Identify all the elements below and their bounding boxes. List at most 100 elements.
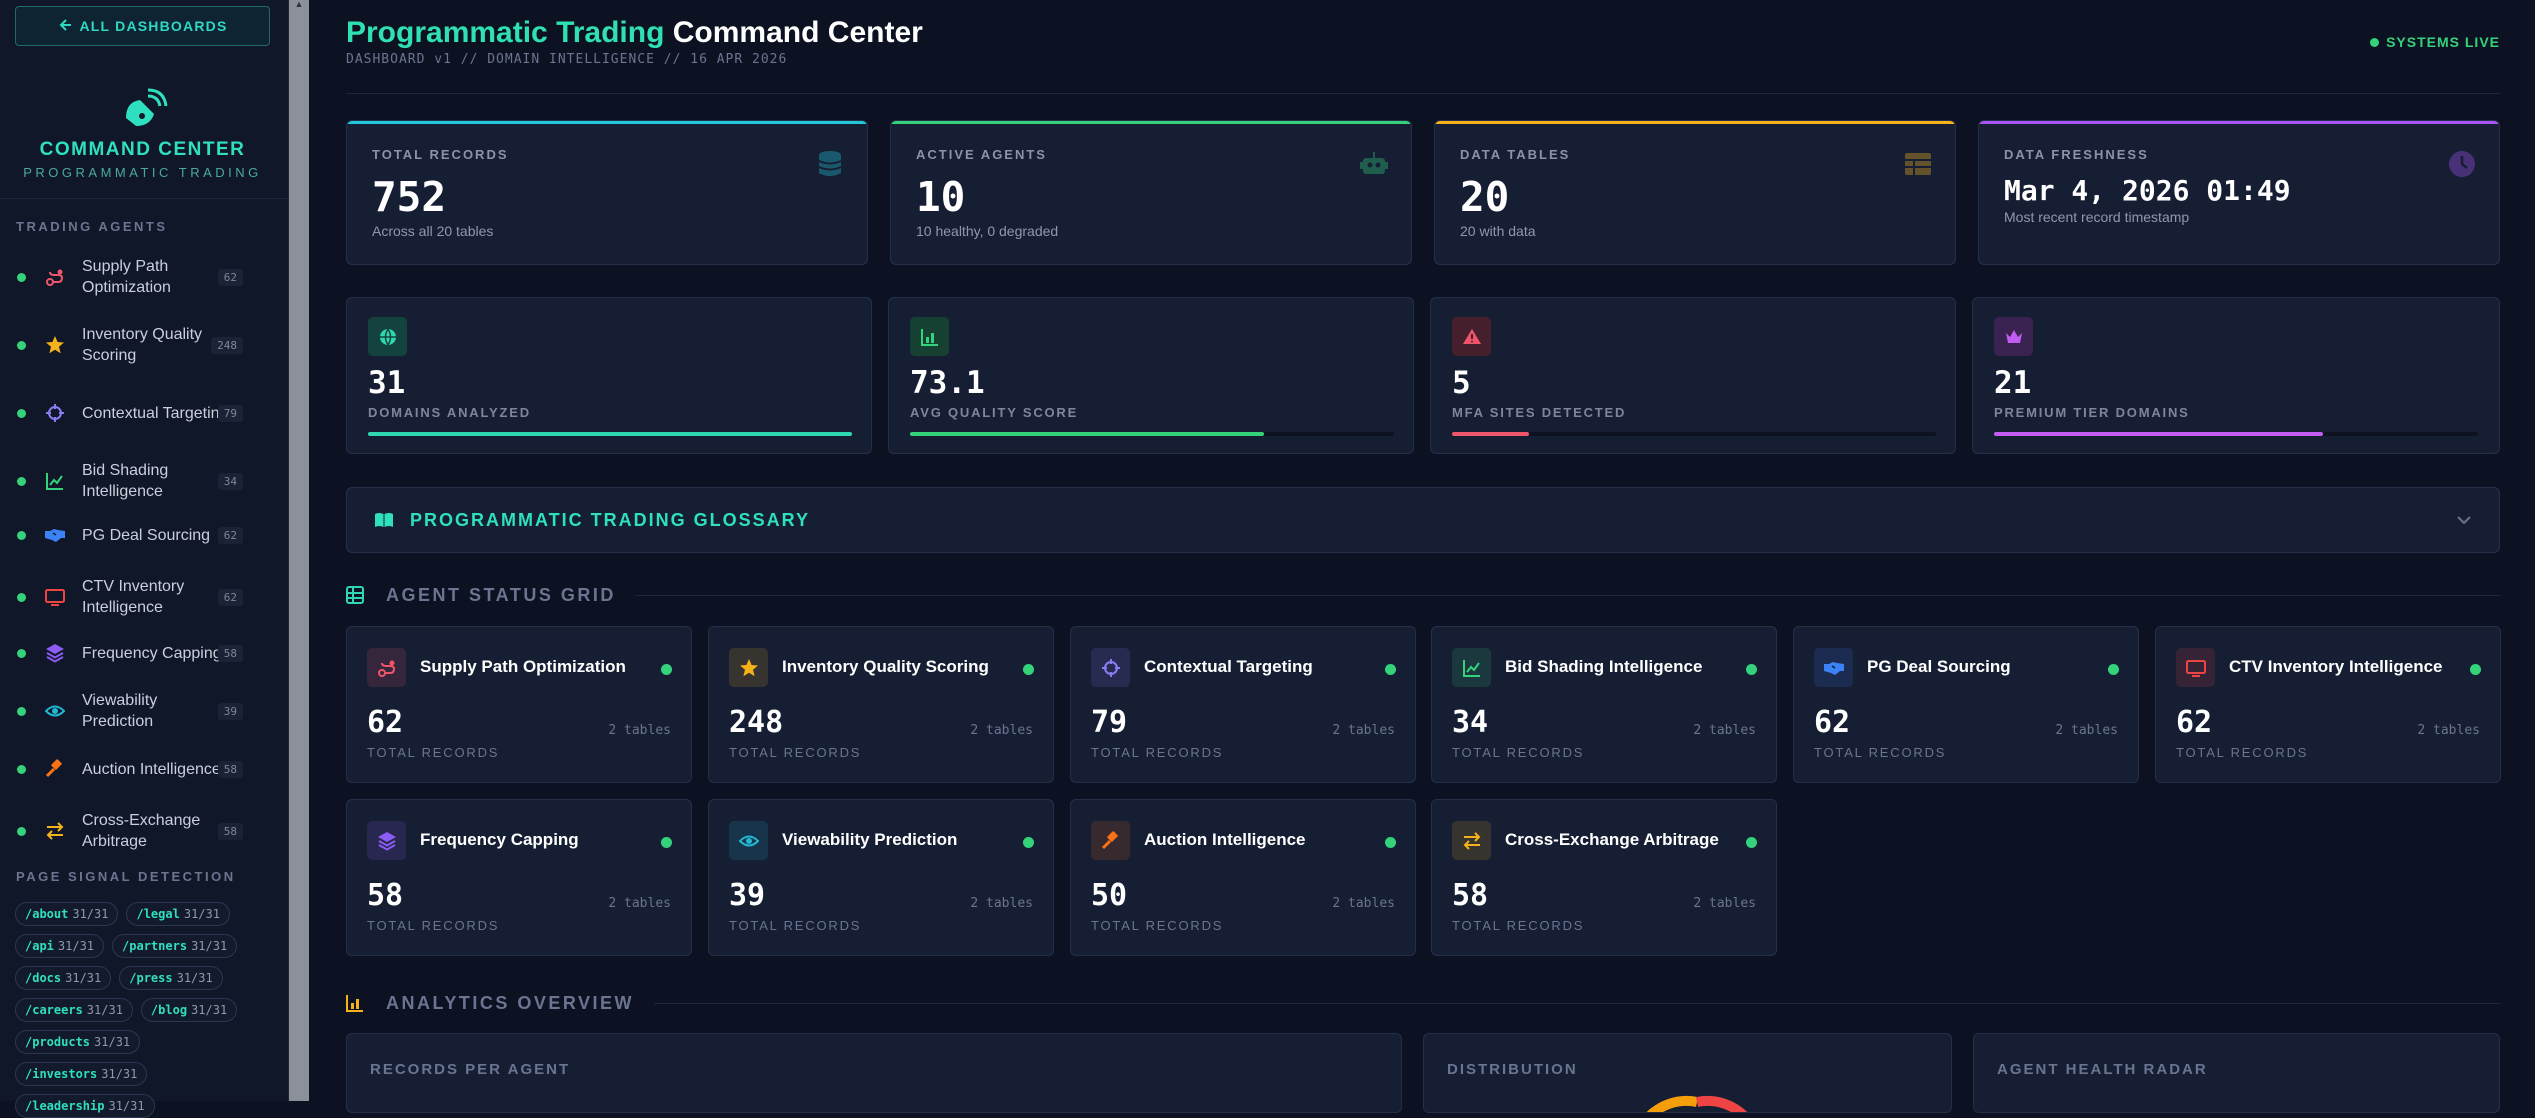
star-icon <box>44 334 66 356</box>
handshake-icon <box>44 524 66 546</box>
agent-card-value: 62 <box>367 705 404 740</box>
agent-grid-title: AGENT STATUS GRID <box>386 584 616 605</box>
trading-agents-heading: TRADING AGENTS <box>16 219 168 234</box>
agent-card-label: TOTAL RECORDS <box>1814 745 1947 760</box>
signal-count: 31/31 <box>86 1003 123 1017</box>
sidebar-agent-count: 58 <box>217 644 243 662</box>
brand-subtitle: PROGRAMMATIC TRADING <box>23 165 262 180</box>
sidebar-agent-item[interactable]: PG Deal Sourcing 62 <box>0 513 289 557</box>
agent-card-tables: 2 tables <box>970 896 1033 911</box>
sidebar-agent-count: 39 <box>217 702 243 720</box>
sidebar-agent-item[interactable]: Contextual Targeting 79 <box>0 385 289 441</box>
globe-icon <box>368 317 407 356</box>
agent-card[interactable]: Auction Intelligence 50 TOTAL RECORDS 2 … <box>1070 799 1416 956</box>
sidebar-divider <box>0 198 289 199</box>
sidebar-agent-item[interactable]: Bid Shading Intelligence 34 <box>0 453 289 509</box>
kpi-accent-bar <box>1979 121 2499 124</box>
chevron-down-icon[interactable] <box>2454 510 2474 530</box>
signal-chip[interactable]: /docs 31/31 <box>15 966 112 990</box>
warning-icon <box>1452 317 1491 356</box>
signal-chip[interactable]: /leadership 31/31 <box>15 1094 155 1118</box>
status-dot <box>17 648 26 658</box>
signal-chip[interactable]: /careers 31/31 <box>15 998 133 1022</box>
sidebar-agent-item[interactable]: Auction Intelligence 58 <box>0 747 289 791</box>
kpi-label: DATA TABLES <box>1460 147 1571 162</box>
status-dot <box>1746 837 1757 848</box>
agent-card-tables: 2 tables <box>1693 896 1756 911</box>
agent-card[interactable]: CTV Inventory Intelligence 62 TOTAL RECO… <box>2155 626 2501 783</box>
sidebar-agent-item[interactable]: CTV Inventory Intelligence 62 <box>0 569 289 625</box>
handshake-icon <box>1814 648 1853 687</box>
agent-card-tables: 2 tables <box>1332 896 1395 911</box>
systems-live-status: SYSTEMS LIVE <box>2370 34 2500 50</box>
signal-chip[interactable]: /investors 31/31 <box>15 1062 148 1086</box>
signal-path: /legal <box>136 907 180 921</box>
agent-card-name: Bid Shading Intelligence <box>1505 657 1703 676</box>
signal-chip[interactable]: /press 31/31 <box>119 966 223 990</box>
scroll-up-arrow[interactable]: ▲ <box>294 0 304 9</box>
stat-card: 31 DOMAINS ANALYZED <box>346 297 872 454</box>
signal-chip[interactable]: /about 31/31 <box>15 902 119 926</box>
table-icon <box>1903 149 1933 179</box>
agent-card[interactable]: Supply Path Optimization 62 TOTAL RECORD… <box>346 626 692 783</box>
signal-chip[interactable]: /products 31/31 <box>15 1030 141 1054</box>
stat-label: PREMIUM TIER DOMAINS <box>1994 405 2190 420</box>
signal-count: 31/31 <box>94 1035 131 1049</box>
agent-card-value: 62 <box>2176 705 2213 740</box>
sidebar-agent-item[interactable]: Cross-Exchange Arbitrage 58 <box>0 803 289 859</box>
all-dashboards-button[interactable]: ALL DASHBOARDS <box>15 6 270 46</box>
signal-path: /careers <box>25 1003 83 1017</box>
kpi-label: ACTIVE AGENTS <box>916 147 1047 162</box>
agent-card-tables: 2 tables <box>1693 723 1756 738</box>
agent-card[interactable]: Inventory Quality Scoring 248 TOTAL RECO… <box>708 626 1054 783</box>
agent-card-name: Auction Intelligence <box>1144 830 1306 849</box>
sidebar-agent-count: 248 <box>211 336 243 354</box>
agent-card-value: 50 <box>1091 878 1128 913</box>
signal-chip[interactable]: /legal 31/31 <box>126 902 230 926</box>
panel-title: RECORDS PER AGENT <box>370 1061 571 1078</box>
signal-count: 31/31 <box>72 907 109 921</box>
agent-card-label: TOTAL RECORDS <box>1091 918 1224 933</box>
agent-card[interactable]: Contextual Targeting 79 TOTAL RECORDS 2 … <box>1070 626 1416 783</box>
header-divider <box>346 93 2500 94</box>
agent-card[interactable]: Viewability Prediction 39 TOTAL RECORDS … <box>708 799 1054 956</box>
sidebar-scrollbar[interactable] <box>289 0 309 1101</box>
agent-card-name: Viewability Prediction <box>782 830 958 849</box>
sidebar-agent-name: Supply Path Optimization <box>82 258 171 296</box>
eye-icon <box>44 700 66 722</box>
signal-chip[interactable]: /blog 31/31 <box>140 998 238 1022</box>
agent-card[interactable]: Cross-Exchange Arbitrage 58 TOTAL RECORD… <box>1431 799 1777 956</box>
agent-card[interactable]: PG Deal Sourcing 62 TOTAL RECORDS 2 tabl… <box>1793 626 2139 783</box>
status-dot <box>1385 664 1396 675</box>
chart-bar-icon <box>910 317 949 356</box>
sidebar-agent-item[interactable]: Viewability Prediction 39 <box>0 683 289 739</box>
agent-card-label: TOTAL RECORDS <box>1091 745 1224 760</box>
analytics-title: ANALYTICS OVERVIEW <box>386 992 635 1013</box>
status-dot <box>1023 837 1034 848</box>
sidebar-agent-count: 62 <box>217 526 243 544</box>
signal-chip[interactable]: /partners 31/31 <box>112 934 238 958</box>
sidebar-agent-item[interactable]: Inventory Quality Scoring 248 <box>0 317 289 373</box>
exchange-icon <box>1452 821 1491 860</box>
signal-chip[interactable]: /api 31/31 <box>15 934 105 958</box>
all-dashboards-label: ALL DASHBOARDS <box>79 18 228 34</box>
crosshair-icon <box>44 402 66 424</box>
agent-card-value: 34 <box>1452 705 1489 740</box>
grid-icon <box>346 586 364 604</box>
kpi-accent-bar <box>347 121 867 124</box>
distribution-panel: DISTRIBUTION <box>1423 1033 1952 1113</box>
agent-card[interactable]: Bid Shading Intelligence 34 TOTAL RECORD… <box>1431 626 1777 783</box>
robot-icon <box>1359 149 1389 179</box>
stat-label: AVG QUALITY SCORE <box>910 405 1079 420</box>
stat-progress-track <box>368 432 852 436</box>
sidebar-agent-item[interactable]: Supply Path Optimization 62 <box>0 249 289 305</box>
glossary-accordion[interactable]: PROGRAMMATIC TRADING GLOSSARY <box>346 487 2500 553</box>
sidebar-agent-item[interactable]: Frequency Capping 58 <box>0 631 289 675</box>
analytics-header: ANALYTICS OVERVIEW <box>346 991 2500 1015</box>
systems-live-label: SYSTEMS LIVE <box>2386 34 2500 50</box>
sidebar-agent-name: CTV Inventory Intelligence <box>82 578 185 616</box>
status-dot <box>661 664 672 675</box>
panel-title: DISTRIBUTION <box>1447 1061 1578 1078</box>
agent-card[interactable]: Frequency Capping 58 TOTAL RECORDS 2 tab… <box>346 799 692 956</box>
sidebar-agent-name: Inventory Quality Scoring <box>82 326 203 364</box>
